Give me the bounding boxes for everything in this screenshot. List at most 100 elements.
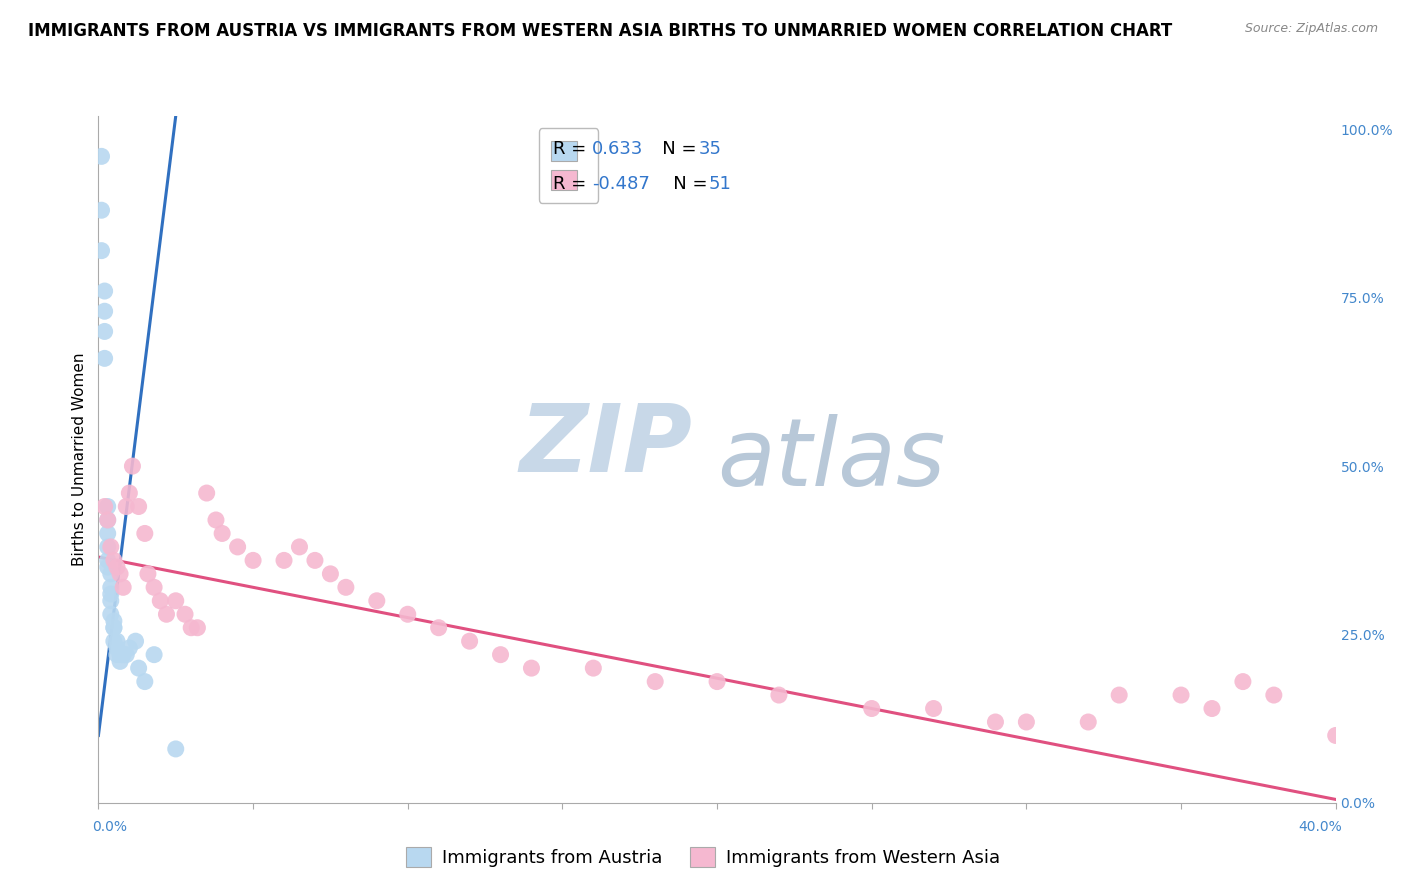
Point <box>112 580 135 594</box>
Point <box>124 634 146 648</box>
Text: 35: 35 <box>699 140 721 158</box>
Point <box>112 648 135 662</box>
Point <box>108 648 131 662</box>
Text: N =: N = <box>645 140 703 158</box>
Point <box>100 594 122 608</box>
Text: IMMIGRANTS FROM AUSTRIA VS IMMIGRANTS FROM WESTERN ASIA BIRTHS TO UNMARRIED WOME: IMMIGRANTS FROM AUSTRIA VS IMMIGRANTS FR… <box>28 22 1173 40</box>
Text: N =: N = <box>655 175 713 193</box>
Legend: , : , <box>538 128 599 202</box>
Point <box>520 661 543 675</box>
Point <box>768 688 790 702</box>
Text: 0.633: 0.633 <box>592 140 644 158</box>
Point <box>304 553 326 567</box>
Point <box>396 607 419 622</box>
Point <box>93 325 115 339</box>
Point <box>706 674 728 689</box>
Point <box>90 244 112 258</box>
Point <box>134 674 156 689</box>
Point <box>97 560 120 574</box>
Point <box>211 526 233 541</box>
Point <box>143 648 166 662</box>
Point <box>1015 714 1038 729</box>
Point <box>118 486 141 500</box>
Text: atlas: atlas <box>717 414 945 505</box>
Point <box>93 500 115 514</box>
Point <box>97 526 120 541</box>
Point <box>319 566 342 581</box>
Point <box>860 701 883 715</box>
Point <box>121 459 143 474</box>
Point <box>427 621 450 635</box>
Point <box>103 614 125 628</box>
Point <box>242 553 264 567</box>
Point <box>93 304 115 318</box>
Point <box>205 513 228 527</box>
Text: ZIP: ZIP <box>519 400 692 491</box>
Point <box>115 648 138 662</box>
Point <box>100 566 122 581</box>
Point <box>1232 674 1254 689</box>
Point <box>105 648 128 662</box>
Point <box>136 566 159 581</box>
Point <box>134 526 156 541</box>
Point <box>1201 701 1223 715</box>
Point <box>186 621 208 635</box>
Point <box>97 500 120 514</box>
Text: R =: R = <box>553 175 592 193</box>
Point <box>97 513 120 527</box>
Point <box>105 560 128 574</box>
Point <box>100 587 122 601</box>
Point <box>458 634 481 648</box>
Point <box>93 351 115 366</box>
Point <box>165 742 187 756</box>
Point <box>143 580 166 594</box>
Point <box>922 701 945 715</box>
Text: 40.0%: 40.0% <box>1298 820 1341 834</box>
Point <box>97 540 120 554</box>
Point <box>644 674 666 689</box>
Point <box>103 634 125 648</box>
Point <box>103 621 125 635</box>
Point <box>97 553 120 567</box>
Text: 51: 51 <box>709 175 733 193</box>
Point <box>195 486 218 500</box>
Point <box>1108 688 1130 702</box>
Text: 0.0%: 0.0% <box>93 820 127 834</box>
Point <box>115 500 138 514</box>
Point <box>128 500 150 514</box>
Point <box>984 714 1007 729</box>
Point <box>288 540 311 554</box>
Point <box>100 607 122 622</box>
Point <box>108 566 131 581</box>
Point <box>335 580 357 594</box>
Text: Source: ZipAtlas.com: Source: ZipAtlas.com <box>1244 22 1378 36</box>
Point <box>105 634 128 648</box>
Point <box>90 149 112 163</box>
Point <box>1263 688 1285 702</box>
Point <box>128 661 150 675</box>
Point <box>105 640 128 655</box>
Point <box>1324 729 1347 743</box>
Point <box>90 203 112 218</box>
Point <box>489 648 512 662</box>
Point <box>165 594 187 608</box>
Point <box>582 661 605 675</box>
Y-axis label: Births to Unmarried Women: Births to Unmarried Women <box>72 352 87 566</box>
Text: R =: R = <box>553 140 592 158</box>
Point <box>174 607 197 622</box>
Point <box>97 513 120 527</box>
Point <box>103 621 125 635</box>
Point <box>226 540 249 554</box>
Point <box>180 621 202 635</box>
Point <box>100 540 122 554</box>
Point <box>155 607 177 622</box>
Point <box>1077 714 1099 729</box>
Point <box>273 553 295 567</box>
Point <box>108 654 131 668</box>
Point <box>100 580 122 594</box>
Point <box>366 594 388 608</box>
Legend: Immigrants from Austria, Immigrants from Western Asia: Immigrants from Austria, Immigrants from… <box>399 839 1007 874</box>
Point <box>118 640 141 655</box>
Point <box>149 594 172 608</box>
Point <box>1170 688 1192 702</box>
